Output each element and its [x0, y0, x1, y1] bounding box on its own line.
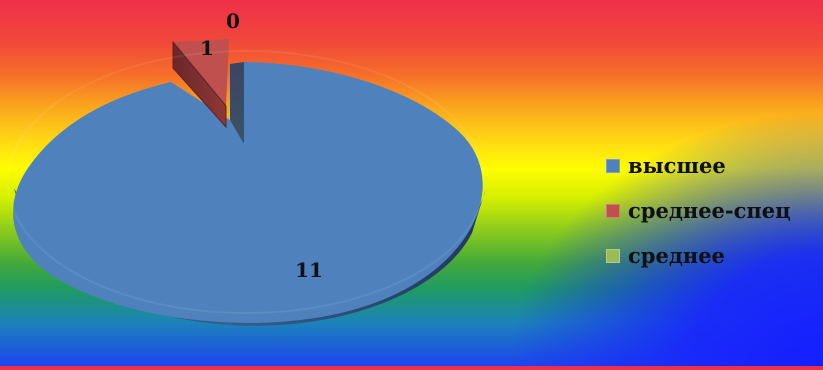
main-slice-top	[13, 62, 483, 323]
data-label-vysshee: 11	[295, 258, 323, 282]
pie-top-highlight	[7, 50, 485, 314]
legend-label-vysshee: высшее	[628, 153, 726, 178]
legend-label-srednee-spets: среднее-спец	[628, 198, 791, 223]
chart-legend: высшее среднее-спец среднее	[606, 155, 823, 290]
data-label-srednee: 0	[226, 9, 240, 33]
legend-label-srednee: среднее	[628, 243, 725, 268]
small-slice-top	[173, 39, 229, 106]
small-slice-side	[173, 42, 226, 127]
legend-item-srednee: среднее	[606, 245, 823, 267]
legend-item-vysshee: высшее	[606, 155, 823, 177]
data-label-srednee-spets: 1	[200, 36, 214, 60]
legend-swatch-srednee-spets	[606, 204, 620, 218]
legend-swatch-vysshee	[606, 159, 620, 173]
legend-swatch-srednee	[606, 249, 620, 263]
legend-item-srednee-spets: среднее-спец	[606, 200, 823, 222]
main-slice-cut-face	[230, 62, 244, 144]
small-slice-edge	[172, 40, 227, 129]
